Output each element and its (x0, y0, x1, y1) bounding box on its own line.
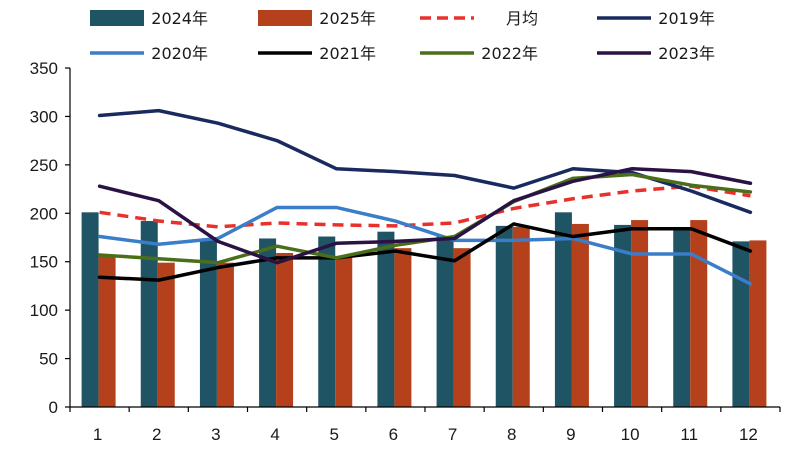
bar-2024年-9 (554, 212, 572, 407)
bar-2024年-5 (318, 236, 336, 407)
bar-2024年-1 (81, 212, 99, 407)
y-tick-label: 100 (30, 301, 58, 320)
bar-2025年-12 (749, 240, 767, 407)
legend-swatch-2024年 (90, 10, 144, 26)
line-2021年 (97, 222, 753, 282)
legend-label-月均: 月均 (506, 9, 538, 28)
bar-2025年-10 (631, 220, 649, 407)
y-tick-label: 350 (30, 59, 58, 78)
x-tick-label: 10 (621, 425, 640, 444)
legend-label-2020年: 2020年 (151, 44, 208, 63)
line-2019年 (97, 108, 753, 215)
y-tick-label: 50 (39, 350, 58, 369)
bar-2025年-1 (98, 255, 116, 407)
legend-label-2019年: 2019年 (658, 9, 715, 28)
bar-2025年-2 (157, 262, 175, 407)
x-tick-label: 4 (270, 425, 279, 444)
bar-2024年-2 (140, 221, 158, 407)
legend-label-2025年: 2025年 (319, 9, 376, 28)
bar-2024年-7 (436, 236, 454, 407)
x-tick-label: 9 (566, 425, 575, 444)
line-2022年 (97, 172, 753, 265)
bar-2024年-10 (614, 224, 632, 407)
legend-label-2024年: 2024年 (151, 9, 208, 28)
x-tick-label: 11 (680, 425, 698, 444)
bar-2025年-9 (571, 223, 589, 407)
line-2020年 (97, 205, 753, 286)
bar-2024年-3 (199, 238, 217, 407)
x-tick-label: 5 (330, 425, 339, 444)
x-tick-label: 8 (507, 425, 516, 444)
bar-2025年-7 (453, 248, 471, 407)
line-月均 (99, 184, 751, 229)
legend: 2024年 2025年 月均 2019年 2020年 2021年 2022年 2023年 (90, 9, 715, 63)
y-tick-label: 250 (30, 156, 58, 175)
bar-2024年-8 (495, 225, 513, 407)
x-tick-label: 2 (152, 425, 161, 444)
bar-2024年-12 (732, 241, 750, 407)
bar-2025年-8 (512, 226, 530, 407)
x-tick-label: 1 (93, 425, 102, 444)
bars (81, 212, 767, 407)
y-tick-label: 300 (30, 107, 58, 126)
x-tick-label: 3 (211, 425, 220, 444)
y-tick-label: 0 (49, 398, 58, 417)
bar-2025年-3 (216, 262, 234, 407)
bar-2024年-11 (673, 228, 691, 407)
legend-swatch-2025年 (258, 10, 312, 26)
legend-label-2021年: 2021年 (319, 44, 376, 63)
x-tick-label: 6 (389, 425, 398, 444)
y-tick-label: 200 (30, 204, 58, 223)
bar-2025年-6 (394, 248, 412, 407)
bar-2025年-11 (690, 220, 708, 407)
x-tick-label: 12 (739, 425, 758, 444)
bar-2024年-4 (259, 238, 277, 407)
y-tick-label: 150 (30, 253, 58, 272)
x-tick-label: 7 (448, 425, 457, 444)
legend-label-2022年: 2022年 (481, 44, 538, 63)
bar-2025年-5 (335, 255, 353, 407)
bar-2025年-4 (276, 252, 294, 407)
lines (97, 108, 753, 286)
line-2023年 (97, 166, 753, 265)
bar-2024年-6 (377, 231, 395, 407)
legend-label-2023年: 2023年 (658, 44, 715, 63)
